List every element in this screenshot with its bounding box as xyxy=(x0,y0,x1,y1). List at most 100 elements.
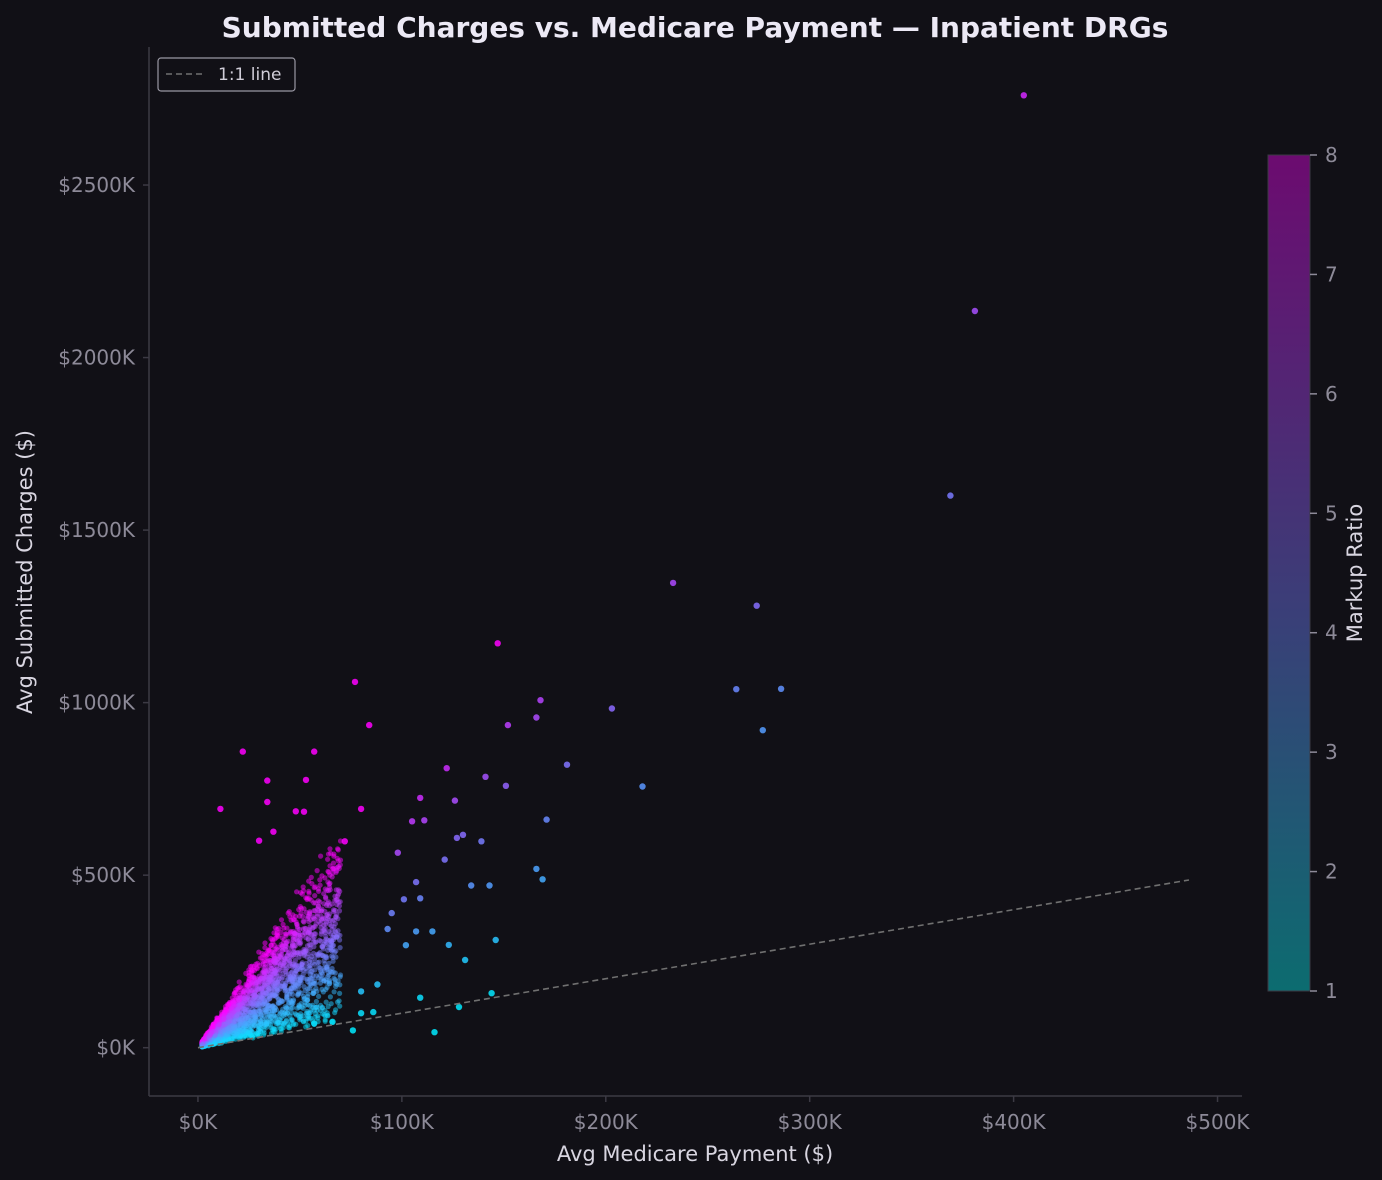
scatter-point xyxy=(330,860,337,866)
y-tick-label: $0K xyxy=(96,1036,135,1060)
scatter-point xyxy=(429,928,436,935)
scatter-point xyxy=(312,967,318,973)
scatter-point xyxy=(303,947,309,953)
scatter-point xyxy=(539,876,546,883)
scatter-point xyxy=(320,946,327,952)
colorbar-tick-label: 4 xyxy=(1325,621,1338,645)
scatter-point xyxy=(330,958,336,964)
scatter-point xyxy=(284,953,290,959)
scatter-point xyxy=(257,1011,263,1017)
scatter-point xyxy=(288,917,294,923)
scatter-point xyxy=(242,995,248,1002)
scatter-point xyxy=(759,727,766,734)
scatter-point xyxy=(269,986,275,992)
scatter-point xyxy=(242,1008,248,1015)
scatter-point xyxy=(488,990,495,997)
scatter-point xyxy=(268,942,274,949)
scatter-point xyxy=(326,929,332,935)
scatter-point xyxy=(310,925,316,931)
scatter-point xyxy=(394,849,401,856)
scatter-point xyxy=(337,937,343,943)
scatter-point xyxy=(281,983,287,989)
scatter-point xyxy=(316,993,322,1000)
y-tick-label: $500K xyxy=(71,863,136,887)
scatter-point xyxy=(322,1018,328,1024)
scatter-point xyxy=(308,942,314,948)
scatter-point xyxy=(243,1033,249,1039)
scatter-point xyxy=(323,894,329,900)
scatter-point xyxy=(357,988,365,995)
scatter-point xyxy=(287,958,293,964)
scatter-point xyxy=(333,887,339,893)
y-axis-label: Avg Submitted Charges ($) xyxy=(13,430,37,714)
scatter-point xyxy=(262,945,268,951)
scatter-point xyxy=(357,805,365,813)
scatter-point xyxy=(537,697,544,704)
scatter-point xyxy=(267,1013,273,1019)
scatter-point xyxy=(281,1010,287,1017)
scatter-point xyxy=(319,971,325,977)
scatter-point xyxy=(300,914,306,920)
scatter-point xyxy=(443,765,450,772)
scatter-point xyxy=(328,850,334,856)
scatter-point xyxy=(306,878,312,884)
scatter-point xyxy=(323,936,329,942)
scatter-point xyxy=(307,971,313,977)
scatter-point xyxy=(296,1002,302,1008)
scatter-point xyxy=(286,976,292,983)
scatter-point xyxy=(231,1030,237,1036)
scatter-point xyxy=(459,831,467,838)
scatter-point xyxy=(252,1009,259,1015)
scatter-point xyxy=(248,971,254,977)
scatter-point xyxy=(455,1003,463,1011)
scatter-point xyxy=(226,1036,232,1043)
scatter-point xyxy=(329,953,335,959)
scatter-point xyxy=(323,999,329,1005)
scatter-point xyxy=(301,919,307,925)
scatter-point xyxy=(300,884,306,890)
scatter-point xyxy=(322,1013,328,1019)
scatter-point xyxy=(243,981,249,988)
x-axis-label: Avg Medicare Payment ($) xyxy=(557,1142,833,1166)
scatter-point xyxy=(283,931,289,937)
scatter-point xyxy=(260,961,266,967)
scatter-point xyxy=(333,948,339,954)
scatter-point xyxy=(318,908,324,914)
scatter-point xyxy=(274,986,280,992)
scatter-point xyxy=(267,974,273,980)
y-tick-label: $2500K xyxy=(58,173,136,197)
scatter-point xyxy=(287,1013,293,1019)
scatter-point xyxy=(261,969,267,975)
scatter-point xyxy=(290,1022,296,1028)
scatter-point xyxy=(318,913,324,919)
scatter-point xyxy=(319,1005,325,1011)
scatter-point xyxy=(251,968,257,974)
scatter-point xyxy=(275,1021,281,1027)
scatter-point xyxy=(289,1000,295,1006)
scatter-point xyxy=(278,917,285,923)
scatter-point xyxy=(1020,92,1027,99)
y-tick-label: $2000K xyxy=(58,346,136,370)
scatter-point xyxy=(733,686,740,693)
scatter-point xyxy=(310,980,316,986)
scatter-point xyxy=(324,964,330,970)
scatter-point xyxy=(451,797,459,804)
scatter-point xyxy=(211,1040,218,1046)
scatter-point xyxy=(417,994,424,1001)
scatter-point xyxy=(302,930,308,936)
scatter-point xyxy=(307,909,313,915)
scatter-point xyxy=(323,986,329,993)
colorbar-ticks: 1 2 3 4 5 6 7 8 xyxy=(1310,143,1338,1003)
scatter-point xyxy=(300,967,306,973)
scatter-point xyxy=(314,868,320,874)
scatter-point xyxy=(295,938,301,944)
scatter-point xyxy=(335,846,341,852)
scatter-point xyxy=(278,1026,284,1032)
scatter-point xyxy=(374,981,381,988)
scatter-point xyxy=(300,1005,306,1011)
scatter-point xyxy=(461,956,469,964)
scatter-point xyxy=(453,834,461,842)
scatter-point xyxy=(311,1020,318,1027)
scatter-point xyxy=(331,989,337,995)
